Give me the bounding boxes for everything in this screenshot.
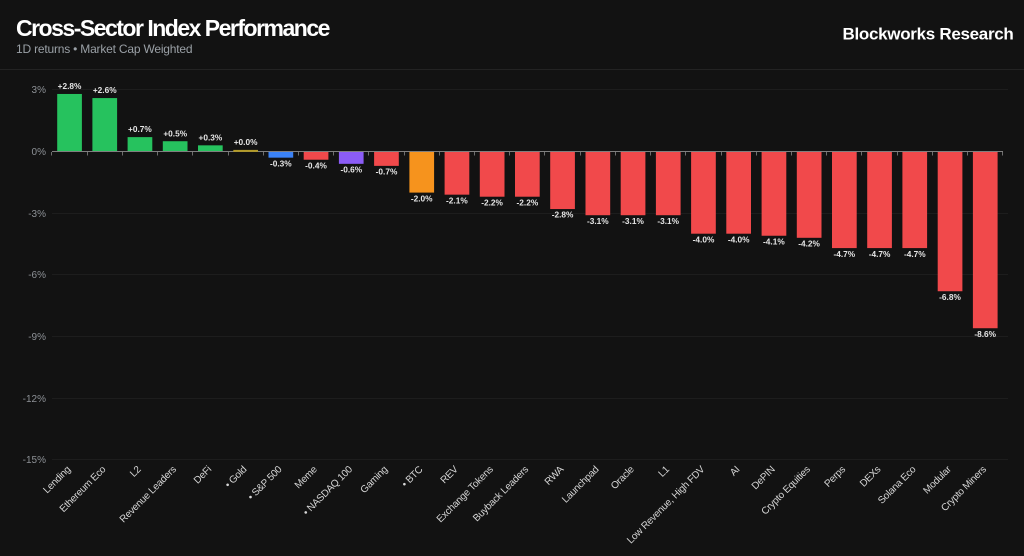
svg-text:+0.3%: +0.3%: [199, 132, 223, 142]
svg-text:+2.8%: +2.8%: [58, 81, 82, 91]
svg-text:-2.2%: -2.2%: [481, 197, 503, 207]
svg-text:-15%: -15%: [23, 455, 46, 466]
svg-text:-2.0%: -2.0%: [411, 193, 433, 203]
svg-text:-2.8%: -2.8%: [552, 210, 574, 220]
svg-text:-0.6%: -0.6%: [340, 165, 362, 175]
svg-text:-8.6%: -8.6%: [974, 329, 996, 339]
svg-text:-6.8%: -6.8%: [939, 292, 961, 302]
svg-text:-3%: -3%: [28, 209, 46, 220]
svg-text:-4.7%: -4.7%: [869, 249, 891, 259]
svg-text:Cross-Sector Index Performance: Cross-Sector Index Performance: [16, 15, 330, 41]
svg-text:-4.0%: -4.0%: [728, 234, 750, 244]
svg-text:1D returns • Market Cap Weight: 1D returns • Market Cap Weighted: [16, 42, 192, 56]
svg-text:-6%: -6%: [28, 270, 46, 281]
svg-text:-4.2%: -4.2%: [798, 239, 820, 249]
svg-text:-3.1%: -3.1%: [622, 216, 644, 226]
svg-text:-12%: -12%: [23, 394, 46, 405]
svg-text:+0.5%: +0.5%: [163, 128, 187, 138]
svg-text:-9%: -9%: [28, 332, 46, 343]
svg-text:-4.0%: -4.0%: [693, 234, 715, 244]
svg-text:+0.0%: +0.0%: [234, 137, 258, 147]
svg-text:0%: 0%: [32, 147, 47, 158]
svg-text:Blockworks Research: Blockworks Research: [843, 25, 1014, 44]
svg-text:3%: 3%: [32, 85, 47, 96]
svg-text:-0.4%: -0.4%: [305, 160, 327, 170]
svg-text:-4.1%: -4.1%: [763, 236, 785, 246]
svg-text:+2.6%: +2.6%: [93, 85, 117, 95]
svg-text:-0.7%: -0.7%: [376, 167, 398, 177]
svg-text:-0.3%: -0.3%: [270, 158, 292, 168]
svg-text:-4.7%: -4.7%: [833, 249, 855, 259]
svg-text:-3.1%: -3.1%: [657, 216, 679, 226]
svg-text:-2.2%: -2.2%: [517, 197, 539, 207]
svg-text:+0.7%: +0.7%: [128, 124, 152, 134]
svg-text:-3.1%: -3.1%: [587, 216, 609, 226]
svg-text:-2.1%: -2.1%: [446, 195, 468, 205]
svg-text:-4.7%: -4.7%: [904, 249, 926, 259]
